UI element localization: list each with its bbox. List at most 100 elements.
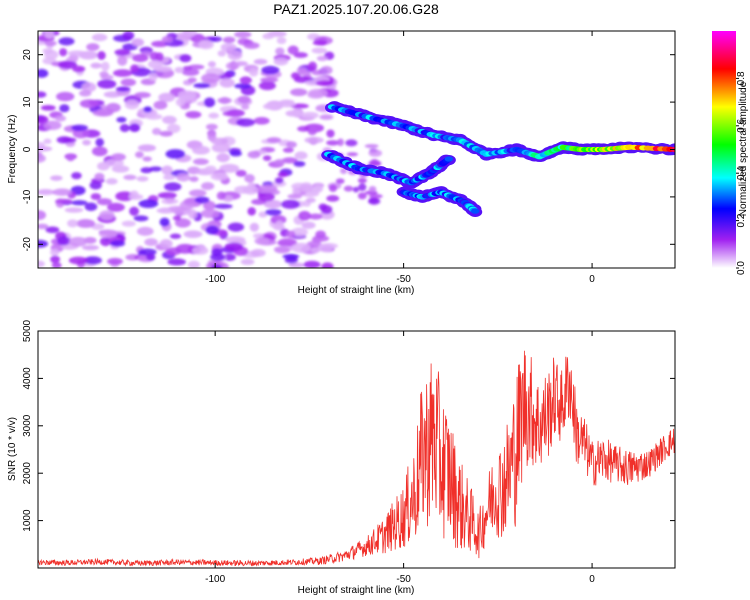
noise-blob	[262, 155, 272, 161]
noise-blob	[59, 104, 70, 113]
noise-blob	[286, 141, 297, 149]
snr-panel: -100 -50 0 1000 2000 3000 4000 5000 Height of s…	[7, 319, 676, 596]
noise-blob	[179, 54, 192, 63]
snr-frame	[37, 330, 676, 569]
noise-blob	[205, 225, 219, 235]
noise-blob	[38, 68, 49, 78]
noise-field	[38, 31, 383, 268]
noise-blob	[357, 177, 367, 184]
noise-blob	[368, 197, 381, 205]
noise-blob	[185, 110, 202, 119]
noise-blob	[188, 209, 198, 219]
noise-blob	[175, 243, 195, 254]
noise-blob	[293, 52, 308, 58]
noise-blob	[149, 166, 163, 172]
noise-blob	[92, 109, 113, 117]
noise-blob	[214, 203, 233, 209]
noise-blob	[244, 174, 255, 183]
noise-blob	[307, 127, 317, 136]
noise-blob	[316, 55, 328, 62]
noise-blob	[286, 230, 296, 239]
noise-blob	[119, 124, 130, 133]
noise-blob	[68, 256, 88, 265]
noise-blob	[79, 99, 99, 109]
noise-blob	[315, 80, 334, 87]
noise-blob	[192, 246, 209, 255]
noise-blob	[107, 202, 125, 212]
noise-blob	[55, 115, 67, 122]
noise-blob	[253, 117, 270, 125]
noise-blob	[38, 223, 49, 230]
noise-blob	[84, 202, 98, 211]
x-tick-label: 0	[589, 274, 595, 285]
noise-blob	[43, 120, 62, 131]
noise-blob	[66, 153, 75, 162]
spectrogram-x-label: Height of straight line (km)	[298, 285, 415, 296]
noise-blob	[40, 104, 56, 111]
noise-blob	[161, 165, 173, 176]
noise-blob	[200, 209, 220, 219]
noise-blob	[294, 151, 308, 160]
noise-blob	[189, 176, 199, 182]
noise-blob	[43, 138, 52, 145]
noise-blob	[115, 86, 131, 92]
noise-blob	[172, 215, 181, 221]
spectrogram-y-label: Frequency (Hz)	[7, 115, 18, 184]
noise-blob	[305, 197, 316, 203]
noise-blob	[211, 264, 223, 268]
noise-blob	[145, 253, 156, 261]
noise-blob	[364, 144, 379, 149]
noise-blob	[273, 57, 289, 66]
noise-blob	[78, 89, 92, 97]
noise-blob	[291, 227, 308, 237]
noise-blob	[207, 61, 216, 68]
noise-blob	[216, 153, 230, 163]
noise-blob	[249, 222, 260, 232]
noise-blob	[165, 149, 186, 159]
noise-blob	[95, 138, 105, 147]
noise-blob	[129, 206, 139, 216]
noise-blob	[275, 47, 285, 56]
noise-blob	[99, 210, 115, 220]
noise-blob	[311, 69, 324, 76]
noise-blob	[262, 33, 275, 40]
noise-blob	[159, 239, 173, 249]
noise-blob	[44, 40, 57, 47]
noise-blob	[260, 77, 279, 83]
y-tick-label: -10	[22, 189, 33, 204]
noise-blob	[187, 260, 201, 268]
noise-blob	[120, 78, 137, 87]
noise-blob	[190, 33, 205, 43]
noise-blob	[42, 48, 54, 54]
y-tick-label: 2000	[22, 462, 33, 485]
noise-blob	[161, 35, 173, 44]
noise-blob	[183, 230, 203, 238]
noise-blob	[82, 245, 100, 251]
noise-blob	[67, 50, 87, 57]
x-tick-label: -100	[205, 574, 225, 585]
noise-blob	[38, 153, 46, 163]
noise-blob	[124, 99, 140, 110]
noise-blob	[313, 184, 324, 193]
noise-blob	[131, 38, 145, 47]
y-tick-label: 3000	[22, 414, 33, 437]
noise-blob	[315, 230, 326, 239]
snr-series-line	[38, 350, 675, 567]
noise-blob	[310, 247, 321, 253]
noise-blob	[174, 218, 191, 228]
signal-track	[396, 186, 483, 218]
noise-blob	[319, 114, 334, 120]
noise-blob	[345, 139, 358, 147]
noise-blob	[204, 165, 217, 173]
noise-blob	[308, 88, 328, 98]
noise-blob	[210, 137, 229, 145]
noise-blob	[240, 258, 255, 266]
noise-blob	[318, 243, 334, 253]
snr-axes: -100 -50 0 1000 2000 3000 4000 5000	[22, 319, 675, 585]
noise-blob	[224, 242, 243, 251]
colorbar-tick-label: 0.4	[736, 166, 747, 180]
snr-y-label: SNR (10 * v/v)	[7, 417, 18, 481]
noise-blob	[265, 208, 282, 216]
noise-blob	[274, 158, 286, 166]
signal-track	[321, 150, 456, 189]
